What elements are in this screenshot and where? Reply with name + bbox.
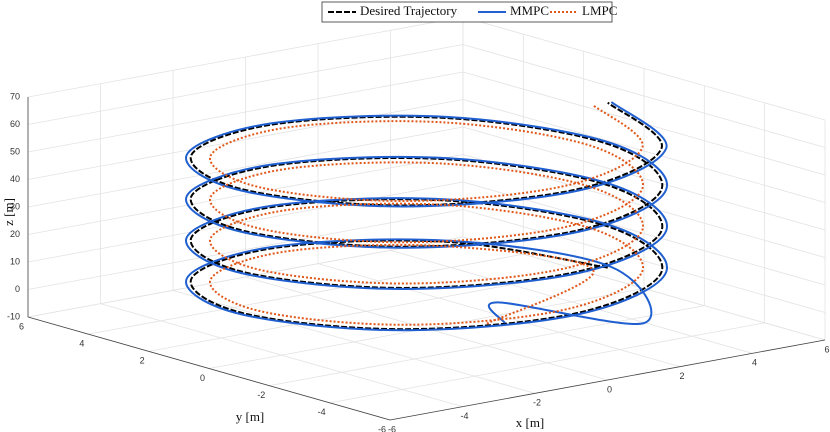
grid-line — [27, 71, 464, 153]
grid-line — [27, 99, 464, 180]
z-tick-label: -10 — [7, 311, 20, 321]
grid-line — [462, 44, 826, 148]
grid-line — [462, 126, 826, 231]
axis-line — [389, 339, 826, 421]
grid-line — [27, 181, 464, 263]
y-axis-label: y [m] — [236, 409, 265, 424]
legend-box — [321, 1, 613, 23]
x-tick-label: 4 — [752, 358, 757, 368]
grid-line — [462, 99, 826, 203]
z-tick-label: 60 — [10, 119, 20, 129]
x-tick-label: -4 — [460, 411, 468, 421]
axis-line — [27, 316, 391, 421]
y-tick-label: 4 — [79, 339, 84, 349]
z-tick-label: 20 — [10, 229, 20, 239]
y-tick-label: 2 — [140, 356, 145, 366]
grid-line — [27, 154, 464, 235]
z-axis-label: z [m] — [1, 198, 16, 226]
grid-line — [148, 270, 584, 352]
z-tick-label: 10 — [10, 256, 20, 266]
x-tick-label: -6 — [388, 424, 396, 432]
grid-line — [27, 126, 464, 208]
z-tick-label: 0 — [15, 284, 20, 294]
x-tick-label: -2 — [533, 398, 541, 408]
z-tick-label: 70 — [10, 91, 20, 101]
z-tick-label: 40 — [10, 174, 20, 184]
grid-line — [27, 209, 464, 290]
grid-line — [88, 253, 524, 335]
legend-label: LMPC — [582, 3, 617, 18]
series-line — [185, 101, 668, 332]
y-tick-label: -2 — [257, 390, 265, 400]
legend: Desired Trajectory MMPC LMPC — [321, 1, 617, 23]
legend-label: Desired Trajectory — [360, 3, 458, 18]
y-tick-label: 0 — [200, 373, 205, 383]
grid-line — [269, 305, 705, 387]
grid-line — [27, 236, 464, 318]
y-tick-label: -4 — [318, 407, 326, 417]
grid-line — [329, 322, 765, 404]
x-tick-label: 2 — [679, 371, 684, 381]
z-tick-label: 30 — [10, 201, 20, 211]
grid-line — [27, 16, 464, 98]
x-axis-label: x [m] — [516, 415, 545, 430]
x-tick-label: 0 — [607, 384, 612, 394]
x-tick-label: 6 — [824, 344, 829, 354]
grid-line — [462, 16, 826, 121]
legend-label: MMPC — [510, 3, 549, 18]
grid-line — [462, 209, 826, 313]
z-tick-label: 50 — [10, 146, 20, 156]
series-line — [189, 101, 664, 331]
grid-line — [27, 44, 464, 125]
y-tick-label: -6 — [378, 424, 386, 432]
y-tick-label: 6 — [19, 321, 24, 331]
